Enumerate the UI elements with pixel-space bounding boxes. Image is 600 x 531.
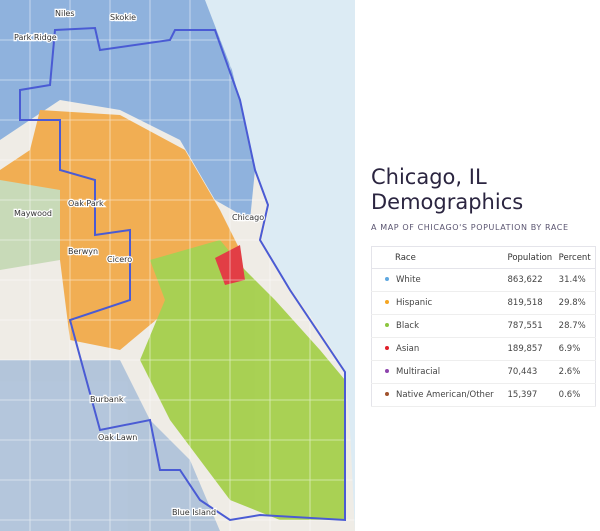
- place-label: Niles: [55, 9, 75, 18]
- table-body: White 863,622 31.4% Hispanic 819,518 29.8% Bla…: [371, 268, 596, 407]
- table-cell: 189,857: [506, 337, 558, 361]
- lake-michigan: [205, 0, 355, 531]
- legend-dot: [385, 277, 389, 281]
- place-label: Burbank: [90, 395, 124, 404]
- cell-text: White: [396, 275, 421, 285]
- table-cell: Asian: [371, 337, 507, 361]
- table-cell: Multiracial: [371, 360, 507, 384]
- column-header: Population: [506, 246, 558, 269]
- cell-text: 2.6%: [558, 367, 581, 377]
- cell-text: 15,397: [507, 390, 538, 400]
- cell-text: 31.4%: [558, 275, 586, 285]
- place-label: Skokie: [110, 13, 136, 22]
- cell-text: 819,518: [507, 298, 543, 308]
- legend-dot: [385, 323, 389, 327]
- table-cell: 70,443: [506, 360, 558, 384]
- table-cell: 6.9%: [557, 337, 596, 361]
- table-row: White 863,622 31.4%: [371, 268, 596, 292]
- map: Niles Skokie Park Ridge Maywood Oak Park…: [0, 0, 355, 531]
- cell-text: Multiracial: [396, 367, 441, 377]
- info-panel: Chicago, IL Demographics A MAP OF CHICAG…: [371, 165, 596, 407]
- table-row: Asian 189,857 6.9%: [371, 337, 596, 361]
- table-cell: 2.6%: [557, 360, 596, 384]
- legend-dot: [385, 392, 389, 396]
- cell-text: Black: [396, 321, 419, 331]
- cell-text: 787,551: [507, 321, 543, 331]
- subtitle: A MAP OF CHICAGO'S POPULATION BY RACE: [371, 223, 569, 232]
- place-label: Blue Island: [172, 508, 216, 517]
- cell-text: 70,443: [507, 367, 538, 377]
- legend-dot: [385, 300, 389, 304]
- cell-text: Hispanic: [396, 298, 433, 308]
- race-table: Race Population Percent White 863,622 31.4% H…: [371, 246, 596, 407]
- region-black: [140, 240, 345, 520]
- table-cell: 787,551: [506, 314, 558, 338]
- column-header: Percent: [557, 246, 596, 269]
- cell-text: 28.7%: [558, 321, 586, 331]
- place-label: Cicero: [107, 255, 132, 264]
- place-label: Berwyn: [68, 247, 98, 256]
- table-cell: Hispanic: [371, 291, 507, 315]
- legend-dot: [385, 346, 389, 350]
- table-cell: 0.6%: [557, 383, 596, 407]
- street-grid: [0, 0, 355, 531]
- title: Chicago, IL Demographics: [371, 165, 524, 214]
- table-cell: 29.8%: [557, 291, 596, 315]
- column-header: Race: [371, 246, 507, 269]
- cell-text: 863,622: [507, 275, 543, 285]
- legend-dot: [385, 369, 389, 373]
- header-row: Race Population Percent: [371, 246, 596, 269]
- place-label: Oak Park: [68, 199, 104, 208]
- table-row: Black 787,551 28.7%: [371, 314, 596, 338]
- table-cell: 819,518: [506, 291, 558, 315]
- table-cell: 863,622: [506, 268, 558, 292]
- table-cell: 31.4%: [557, 268, 596, 292]
- table-row: Hispanic 819,518 29.8%: [371, 291, 596, 315]
- table-cell: 15,397: [506, 383, 558, 407]
- cell-text: 29.8%: [558, 298, 586, 308]
- table-cell: 28.7%: [557, 314, 596, 338]
- table-cell: White: [371, 268, 507, 292]
- table-row: Multiracial 70,443 2.6%: [371, 360, 596, 384]
- table-cell: Black: [371, 314, 507, 338]
- cell-text: 189,857: [507, 344, 543, 354]
- cell-text: Asian: [396, 344, 420, 354]
- cell-text: 6.9%: [558, 344, 581, 354]
- place-label: Oak Lawn: [98, 433, 137, 442]
- table-cell: Native American/Other: [371, 383, 507, 407]
- place-label: Park Ridge: [14, 33, 57, 42]
- table-row: Native American/Other 15,397 0.6%: [371, 383, 596, 407]
- cell-text: 0.6%: [558, 390, 581, 400]
- place-label: Chicago: [232, 213, 264, 222]
- place-label: Maywood: [14, 209, 52, 218]
- region-white: [0, 0, 255, 220]
- city-boundary: [19, 26, 346, 522]
- cell-text: Native American/Other: [396, 390, 494, 400]
